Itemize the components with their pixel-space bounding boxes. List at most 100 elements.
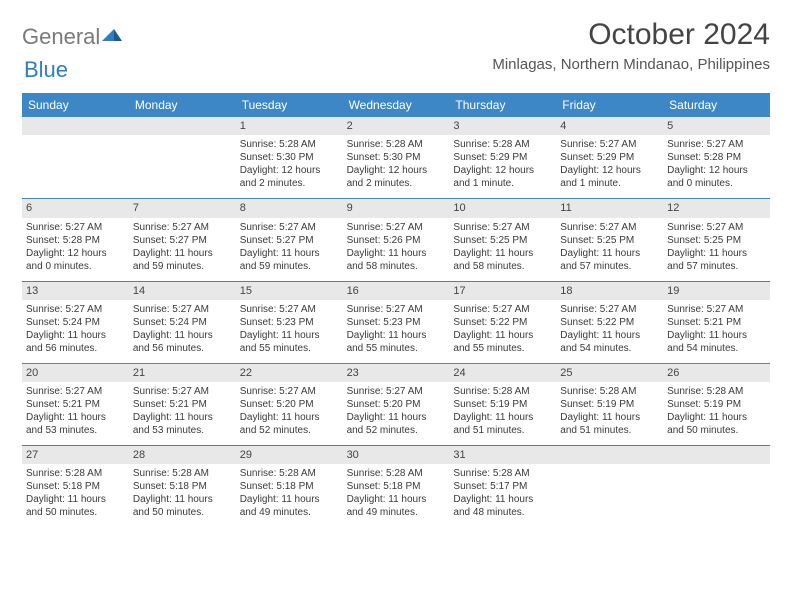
sunset-text: Sunset: 5:21 PM	[133, 398, 232, 411]
day-cell: 23Sunrise: 5:27 AMSunset: 5:20 PMDayligh…	[343, 364, 450, 443]
sunset-text: Sunset: 5:30 PM	[347, 151, 446, 164]
daylight-text: Daylight: 11 hours and 49 minutes.	[240, 493, 339, 519]
sunset-text: Sunset: 5:29 PM	[453, 151, 552, 164]
day-cell: 18Sunrise: 5:27 AMSunset: 5:22 PMDayligh…	[556, 282, 663, 361]
sunset-text: Sunset: 5:28 PM	[667, 151, 766, 164]
day-details: Sunrise: 5:28 AMSunset: 5:18 PMDaylight:…	[133, 467, 232, 519]
day-cell: 30Sunrise: 5:28 AMSunset: 5:18 PMDayligh…	[343, 446, 450, 525]
day-number: 12	[663, 199, 770, 217]
sunrise-text: Sunrise: 5:28 AM	[347, 467, 446, 480]
sunrise-text: Sunrise: 5:28 AM	[240, 138, 339, 151]
day-details: Sunrise: 5:28 AMSunset: 5:19 PMDaylight:…	[667, 385, 766, 437]
day-cell: 14Sunrise: 5:27 AMSunset: 5:24 PMDayligh…	[129, 282, 236, 361]
sunset-text: Sunset: 5:21 PM	[26, 398, 125, 411]
day-details: Sunrise: 5:28 AMSunset: 5:19 PMDaylight:…	[560, 385, 659, 437]
day-cell: 28 Sunrise: 5:28 AMSunset: 5:18 PMDayligh…	[129, 446, 236, 525]
sunrise-text: Sunrise: 5:27 AM	[133, 303, 232, 316]
sunset-text: Sunset: 5:18 PM	[133, 480, 232, 493]
sunrise-text: Sunrise: 5:27 AM	[453, 303, 552, 316]
day-details: Sunrise: 5:27 AMSunset: 5:24 PMDaylight:…	[26, 303, 125, 355]
sunrise-text: Sunrise: 5:27 AM	[240, 221, 339, 234]
day-cell: 12 Sunrise: 5:27 AMSunset: 5:25 PMDayligh…	[663, 199, 770, 278]
sunrise-text: Sunrise: 5:28 AM	[453, 385, 552, 398]
sunrise-text: Sunrise: 5:28 AM	[453, 467, 552, 480]
sunset-text: Sunset: 5:24 PM	[133, 316, 232, 329]
sunset-text: Sunset: 5:20 PM	[240, 398, 339, 411]
day-number: 26	[663, 364, 770, 382]
day-cell: 1 Sunrise: 5:28 AMSunset: 5:30 PMDaylight…	[236, 117, 343, 196]
sunrise-text: Sunrise: 5:28 AM	[560, 385, 659, 398]
day-number: 28	[129, 446, 236, 464]
day-details: Sunrise: 5:27 AMSunset: 5:21 PMDaylight:…	[133, 385, 232, 437]
sunrise-text: Sunrise: 5:27 AM	[240, 303, 339, 316]
sunrise-text: Sunrise: 5:27 AM	[667, 221, 766, 234]
day-details: Sunrise: 5:27 AMSunset: 5:25 PMDaylight:…	[667, 221, 766, 273]
day-cell: 21Sunrise: 5:27 AMSunset: 5:21 PMDayligh…	[129, 364, 236, 443]
sunset-text: Sunset: 5:23 PM	[240, 316, 339, 329]
day-number: 5	[663, 117, 770, 135]
month-title: October 2024	[492, 18, 770, 52]
day-cell: 24 Sunrise: 5:28 AMSunset: 5:19 PMDayligh…	[449, 364, 556, 443]
day-cell: 16Sunrise: 5:27 AMSunset: 5:23 PMDayligh…	[343, 282, 450, 361]
day-number: 24	[449, 364, 556, 382]
sunset-text: Sunset: 5:18 PM	[26, 480, 125, 493]
day-cell: 9Sunrise: 5:27 AMSunset: 5:26 PMDaylight…	[343, 199, 450, 278]
day-header-saturday: Saturday	[663, 93, 770, 117]
day-cell	[22, 117, 129, 196]
day-details: Sunrise: 5:28 AMSunset: 5:19 PMDaylight:…	[453, 385, 552, 437]
daylight-text: Daylight: 11 hours and 55 minutes.	[347, 329, 446, 355]
daylight-text: Daylight: 11 hours and 58 minutes.	[453, 247, 552, 273]
day-number: 31	[449, 446, 556, 464]
sunrise-text: Sunrise: 5:28 AM	[240, 467, 339, 480]
daylight-text: Daylight: 11 hours and 51 minutes.	[560, 411, 659, 437]
daylight-text: Daylight: 11 hours and 57 minutes.	[560, 247, 659, 273]
day-number: 14	[129, 282, 236, 300]
day-cell: 29Sunrise: 5:28 AMSunset: 5:18 PMDayligh…	[236, 446, 343, 525]
day-number	[129, 117, 236, 135]
day-details: Sunrise: 5:27 AMSunset: 5:22 PMDaylight:…	[560, 303, 659, 355]
daylight-text: Daylight: 11 hours and 54 minutes.	[667, 329, 766, 355]
day-details: Sunrise: 5:28 AMSunset: 5:17 PMDaylight:…	[453, 467, 552, 519]
sunset-text: Sunset: 5:29 PM	[560, 151, 659, 164]
sunset-text: Sunset: 5:22 PM	[560, 316, 659, 329]
day-cell: 27Sunrise: 5:28 AMSunset: 5:18 PMDayligh…	[22, 446, 129, 525]
daylight-text: Daylight: 11 hours and 50 minutes.	[133, 493, 232, 519]
daylight-text: Daylight: 12 hours and 1 minute.	[560, 164, 659, 190]
sunrise-text: Sunrise: 5:27 AM	[133, 221, 232, 234]
logo-triangle-icon	[102, 27, 124, 48]
sunset-text: Sunset: 5:21 PM	[667, 316, 766, 329]
daylight-text: Daylight: 11 hours and 54 minutes.	[560, 329, 659, 355]
logo-text-blue: Blue	[24, 57, 68, 83]
day-details: Sunrise: 5:28 AMSunset: 5:18 PMDaylight:…	[240, 467, 339, 519]
day-number: 16	[343, 282, 450, 300]
day-header-wednesday: Wednesday	[343, 93, 450, 117]
day-cell: 15Sunrise: 5:27 AMSunset: 5:23 PMDayligh…	[236, 282, 343, 361]
sunset-text: Sunset: 5:22 PM	[453, 316, 552, 329]
day-details: Sunrise: 5:28 AMSunset: 5:29 PMDaylight:…	[453, 138, 552, 190]
week-row: 1Sunrise: 5:28 AMSunset: 5:30 PMDaylight…	[22, 117, 770, 196]
sunrise-text: Sunrise: 5:27 AM	[560, 303, 659, 316]
day-header-sunday: Sunday	[22, 93, 129, 117]
title-block: October 2024 Minlagas, Northern Mindanao…	[492, 18, 770, 73]
day-details: Sunrise: 5:27 AMSunset: 5:28 PMDaylight:…	[26, 221, 125, 273]
day-cell	[129, 117, 236, 196]
daylight-text: Daylight: 11 hours and 53 minutes.	[133, 411, 232, 437]
day-number: 1	[236, 117, 343, 135]
day-details: Sunrise: 5:27 AMSunset: 5:29 PMDaylight:…	[560, 138, 659, 190]
day-number: 23	[343, 364, 450, 382]
sunset-text: Sunset: 5:23 PM	[347, 316, 446, 329]
day-details: Sunrise: 5:27 AMSunset: 5:27 PMDaylight:…	[133, 221, 232, 273]
sunset-text: Sunset: 5:26 PM	[347, 234, 446, 247]
sunset-text: Sunset: 5:18 PM	[347, 480, 446, 493]
day-number: 3	[449, 117, 556, 135]
sunrise-text: Sunrise: 5:27 AM	[667, 303, 766, 316]
sunset-text: Sunset: 5:24 PM	[26, 316, 125, 329]
daylight-text: Daylight: 11 hours and 59 minutes.	[133, 247, 232, 273]
day-number: 8	[236, 199, 343, 217]
day-details: Sunrise: 5:27 AMSunset: 5:22 PMDaylight:…	[453, 303, 552, 355]
location-text: Minlagas, Northern Mindanao, Philippines	[492, 56, 770, 73]
day-details: Sunrise: 5:27 AMSunset: 5:21 PMDaylight:…	[26, 385, 125, 437]
day-number	[556, 446, 663, 464]
day-details: Sunrise: 5:28 AMSunset: 5:30 PMDaylight:…	[240, 138, 339, 190]
sunset-text: Sunset: 5:27 PM	[240, 234, 339, 247]
